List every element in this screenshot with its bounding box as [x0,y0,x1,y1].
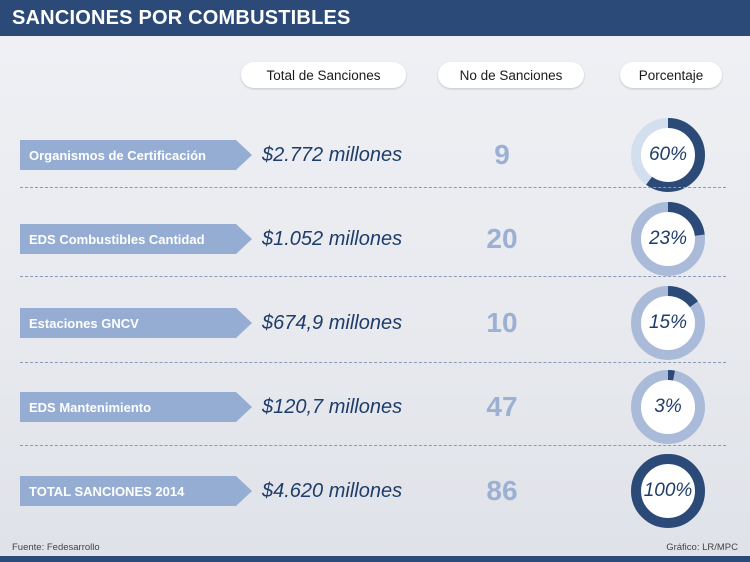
donut-value-arc [631,370,705,444]
row-amount: $1.052 millones [262,228,403,250]
percent-donut: 23% [629,200,707,278]
donut-percent-label: 100% [643,480,693,501]
row-divider [20,445,726,446]
donut-graphic [631,370,705,444]
label-arrow-shape [20,392,252,422]
row-label-text: Organismos de Certificación [29,147,206,163]
donut-value-arc [631,454,705,528]
footer-source: Fuente: Fedesarrollo [12,542,100,553]
donut-graphic [631,454,705,528]
percent-donut: 100% [629,452,707,530]
donut-percent-label: 23% [648,228,688,249]
row-label: Organismos de Certificación [20,140,252,170]
label-arrow-shape [20,140,252,170]
row-count: 20 [486,223,518,254]
row-label: TOTAL SANCIONES 2014 [20,476,252,506]
row-label: EDS Combustibles Cantidad [20,224,252,254]
row-amount: $2.772 millones [262,144,403,166]
column-header-percent: Porcentaje [620,62,722,88]
row-amount: $120,7 millones [262,396,403,418]
title-bar: SANCIONES POR COMBUSTIBLES [0,0,750,36]
column-header-total: Total de Sanciones [241,62,406,88]
row-label: EDS Mantenimiento [20,392,252,422]
row-label-text: TOTAL SANCIONES 2014 [29,483,185,499]
page-title: SANCIONES POR COMBUSTIBLES [12,7,351,29]
donut-graphic [631,286,705,360]
footer-credit: Gráfico: LR/MPC [666,542,738,553]
label-arrow-shape [20,308,252,338]
bottom-bar [0,556,750,562]
row-label-text: Estaciones GNCV [29,315,139,331]
donut-value-arc [631,286,705,360]
label-arrow-shape [20,224,252,254]
column-header-number: No de Sanciones [438,62,584,88]
row-label-text: EDS Mantenimiento [29,399,152,415]
row-count: 10 [486,307,518,338]
percent-donut: 15% [629,284,707,362]
row-amount: $674,9 millones [262,312,403,334]
donut-graphic [631,202,705,276]
label-arrow-shape [20,476,252,506]
row-label: Estaciones GNCV [20,308,252,338]
row-divider [20,187,726,188]
row-label-text: EDS Combustibles Cantidad [29,231,205,247]
row-divider [20,362,726,363]
donut-value-arc [631,202,705,276]
percent-donut: 3% [629,368,707,446]
row-count: 47 [486,391,518,422]
donut-percent-label: 3% [654,396,682,417]
row-divider [20,276,726,277]
donut-percent-label: 60% [648,144,688,165]
row-amount: $4.620 millones [262,480,403,502]
donut-percent-label: 15% [648,312,688,333]
row-count: 9 [494,139,510,170]
row-count: 86 [486,475,518,506]
percent-donut: 60% [629,116,707,194]
content-panel [0,36,750,556]
